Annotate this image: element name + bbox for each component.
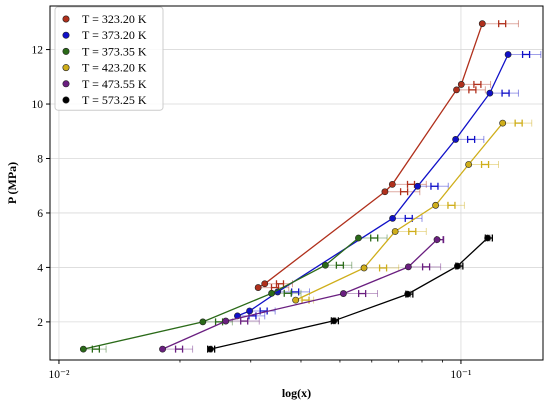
data-point: [391, 228, 399, 235]
legend-label: T = 373.35 K: [82, 44, 147, 58]
legend-label: T = 473.55 K: [82, 77, 147, 91]
legend-marker: [62, 80, 70, 88]
data-point: [465, 161, 473, 168]
y-tick-label: 4: [37, 262, 43, 274]
y-tick-label: 12: [32, 45, 44, 57]
data-point: [330, 317, 338, 325]
data-point: [484, 234, 492, 242]
legend-box: [54, 6, 164, 111]
y-tick-label: 2: [37, 317, 43, 329]
legend-label: T = 423.20 K: [82, 61, 147, 75]
series-line: [83, 237, 359, 350]
legend-marker: [62, 31, 70, 39]
data-point: [432, 201, 440, 209]
data-point: [414, 182, 421, 190]
data-point: [159, 345, 166, 353]
legend-marker: [62, 47, 70, 55]
data-point: [292, 296, 300, 304]
legend: T = 323.20 K T = 373.20 K T = 373.35 K T = …: [54, 6, 164, 111]
series-line: [257, 23, 483, 289]
series-line: [237, 54, 509, 317]
y-axis-label: P (MPa): [5, 162, 19, 204]
series-group: [292, 119, 533, 304]
data-point: [199, 318, 207, 326]
data-point: [79, 345, 87, 353]
series-group: [254, 20, 519, 292]
series-group: [159, 236, 445, 353]
data-point: [453, 86, 460, 94]
series-line: [295, 122, 504, 301]
data-point: [404, 263, 412, 271]
data-point: [254, 284, 262, 291]
ticks: 10⁻² 10⁻¹ 2 4 6 8 10 12: [32, 45, 473, 381]
legend-marker: [62, 15, 70, 23]
data-point: [339, 290, 347, 297]
series-line: [162, 239, 438, 350]
data-point: [246, 307, 253, 315]
data-point: [206, 345, 214, 353]
data-point: [389, 214, 396, 222]
legend-label: T = 323.20 K: [82, 12, 147, 26]
y-tick-label: 8: [37, 153, 43, 165]
data-point: [452, 136, 460, 143]
data-point: [321, 261, 329, 269]
series-group: [206, 234, 493, 353]
data-point: [504, 51, 512, 58]
data-point: [404, 290, 412, 298]
data-point: [457, 81, 465, 88]
x-tick-label: 10⁻²: [48, 369, 70, 381]
data-point: [433, 236, 441, 244]
data-point: [261, 280, 269, 288]
legend-marker: [62, 96, 70, 104]
legend-label: T = 573.25 K: [82, 93, 147, 107]
x-tick-label: 10⁻¹: [450, 369, 472, 381]
legend-label: T = 373.20 K: [82, 28, 147, 42]
data-point: [360, 264, 368, 272]
legend-marker: [62, 64, 70, 72]
data-point: [388, 180, 396, 188]
data-point: [499, 119, 507, 127]
data-point: [486, 89, 494, 97]
series-group: [234, 50, 542, 320]
y-tick-label: 6: [37, 208, 43, 220]
x-axis-label: log(x): [282, 386, 311, 400]
data-point: [478, 20, 486, 28]
data-point: [454, 262, 461, 270]
series-layer: [79, 20, 542, 353]
plot-frame: [49, 5, 544, 361]
data-point: [355, 234, 362, 242]
data-point: [268, 289, 275, 297]
data-point: [381, 188, 389, 196]
y-tick-label: 10: [32, 99, 44, 111]
data-point: [222, 317, 230, 325]
